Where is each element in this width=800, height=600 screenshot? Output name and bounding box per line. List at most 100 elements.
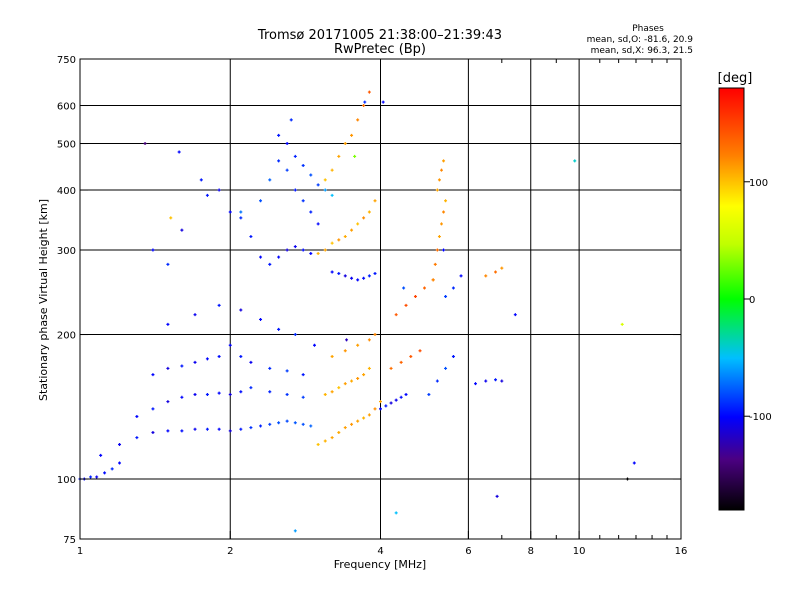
x-tick-label: 16 [675,546,688,557]
data-point [228,429,232,433]
data-point [285,248,289,252]
data-point [323,439,327,443]
data-points [78,90,636,533]
data-point [343,235,347,239]
data-point [330,354,334,358]
data-point [500,266,504,270]
data-point [268,390,272,394]
data-point [350,422,354,426]
data-point [435,188,439,192]
data-point [451,354,455,358]
data-point [268,366,272,370]
y-tick-label: 100 [57,475,76,486]
x-tick-label: 8 [528,546,534,557]
data-point [249,386,253,390]
data-point [330,168,334,172]
data-point [293,154,297,158]
data-point [249,235,253,239]
data-point [367,90,371,94]
y-tick-label: 400 [57,186,76,197]
data-point [343,349,347,353]
data-point [118,443,122,447]
data-point [362,216,366,220]
data-point [309,210,313,214]
data-point [418,349,422,353]
data-point [337,386,341,390]
data-point [169,216,173,220]
data-point [367,274,371,278]
data-point [277,133,281,137]
data-point [249,360,253,364]
data-point [444,199,448,203]
data-point [268,422,272,426]
data-point [205,427,209,431]
data-point [95,475,99,479]
data-point [285,419,289,423]
data-point [166,400,170,404]
data-point [356,343,360,347]
data-point [228,210,232,214]
colorbar-tick-label: 100 [749,178,768,189]
data-point [367,210,371,214]
x-axis-label: Frequency [MHz] [334,558,426,571]
data-point [309,252,313,256]
data-point [316,252,320,256]
data-point [289,118,293,122]
data-point [389,401,393,405]
data-point [205,357,209,361]
data-point [323,248,327,252]
data-point [180,228,184,232]
data-point [89,475,93,479]
chart-subtitle: RwPretec (Bp) [334,42,426,57]
data-point [484,274,488,278]
data-point [345,338,349,342]
data-point [473,382,477,386]
data-point [350,133,354,137]
data-point [427,393,431,397]
data-point [166,322,170,326]
data-point [239,210,243,214]
data-point [103,471,107,475]
data-point [193,313,197,317]
data-point [413,295,417,299]
data-point [180,364,184,368]
data-point [151,407,155,411]
y-tick-label: 600 [57,102,76,113]
data-point [193,360,197,364]
colorbar-label: [deg] [718,71,753,86]
phase-stats-x: mean, sd,X: 96.3, 21.5 [591,46,693,56]
data-point [259,424,263,428]
data-point [343,142,347,146]
data-point [435,379,439,383]
colorbar-tick-label: 0 [749,295,755,306]
data-point [459,274,463,278]
data-point [362,104,366,108]
data-point [379,407,382,411]
data-point [356,376,360,380]
data-point [330,390,334,394]
data-point [367,413,371,417]
data-point [356,222,360,226]
data-point [337,238,341,242]
data-point [404,393,408,397]
data-point [440,222,443,226]
data-point [301,163,305,167]
data-point [316,183,320,187]
data-point [343,426,347,430]
x-tick-label: 1 [77,546,83,557]
data-point [356,278,360,282]
x-tick-label: 6 [465,546,471,557]
data-point [177,150,181,154]
data-point [285,393,289,397]
data-point [356,118,360,122]
x-tick-label: 4 [377,546,383,557]
data-point [217,354,221,358]
data-point [330,241,334,245]
data-point [367,366,371,370]
data-point [110,467,114,471]
y-tick-label: 500 [57,140,76,151]
data-point [384,404,388,408]
data-point [632,461,636,465]
y-axis-label: Stationary phase Virtual Height [km] [37,199,50,401]
data-point [399,395,403,399]
